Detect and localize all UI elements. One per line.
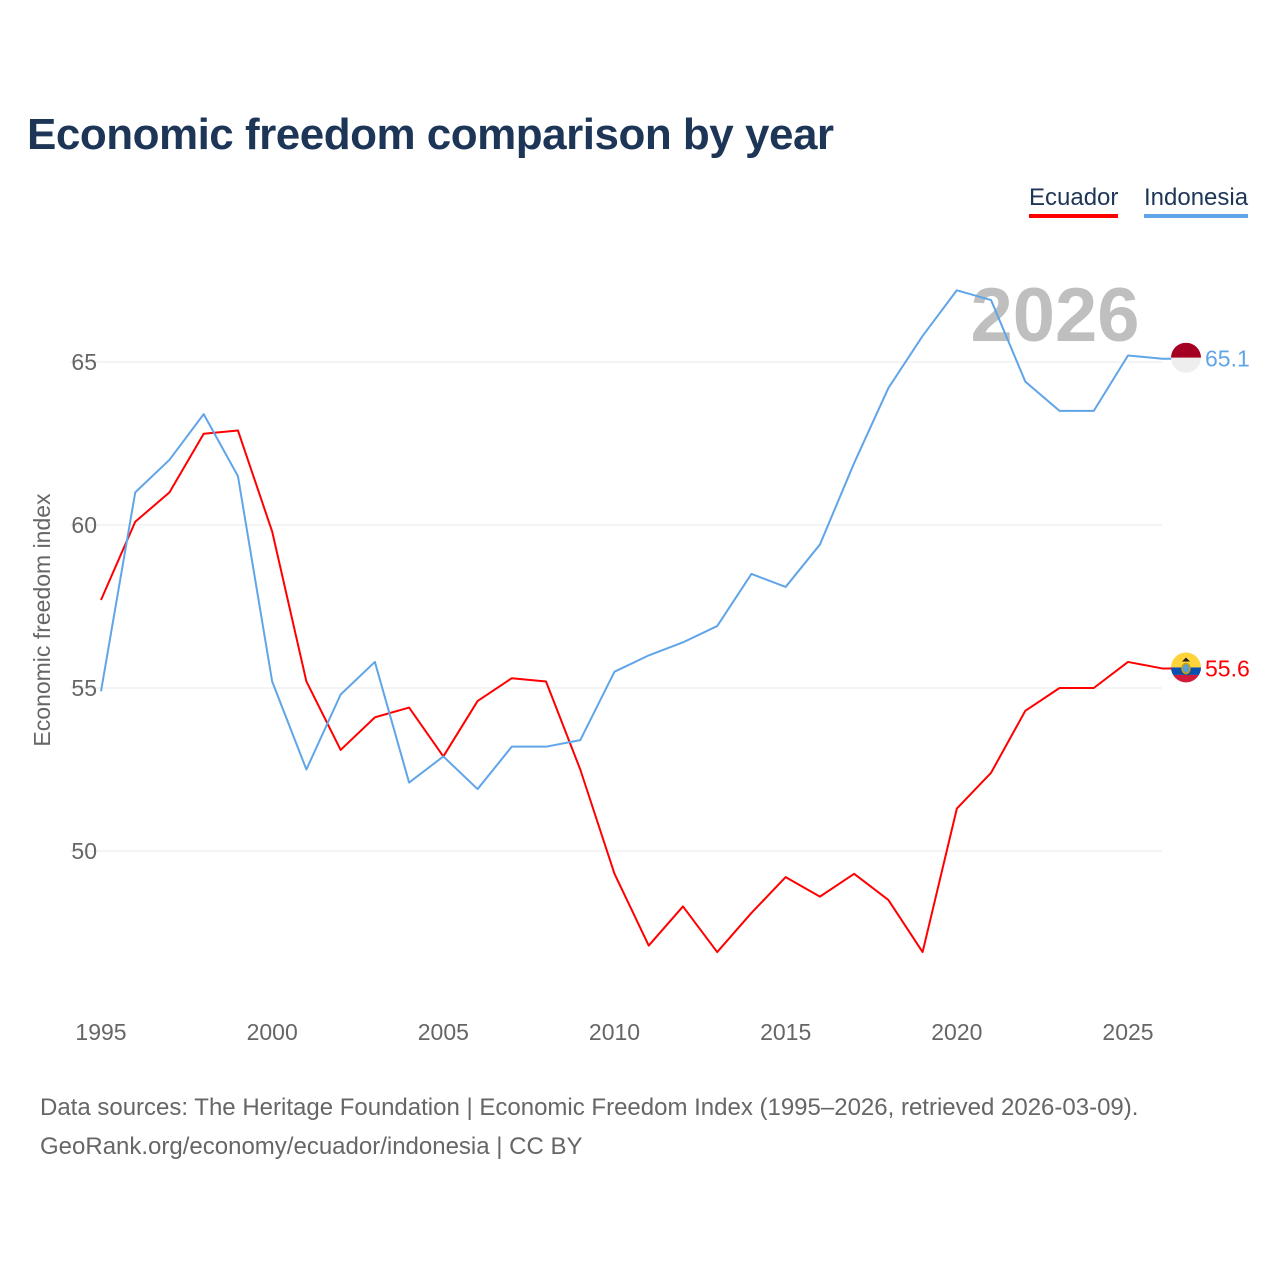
- flag-red-band: [1171, 674, 1201, 683]
- y-axis-label: Economic freedom index: [29, 493, 55, 747]
- y-tick-label: 55: [71, 675, 97, 701]
- series-line-indonesia: [100, 289, 1172, 791]
- flag-emblem: [1181, 662, 1191, 675]
- year-watermark: 2026: [970, 273, 1139, 358]
- legend-indonesia[interactable]: Indonesia: [1144, 184, 1249, 218]
- y-tick-label: 50: [71, 838, 97, 864]
- footer: Data sources: The Heritage Foundation | …: [40, 1088, 1138, 1166]
- footer-url: GeoRank.org/economy/ecuador/indonesia | …: [40, 1133, 583, 1160]
- x-tick-label: 2000: [247, 1019, 298, 1045]
- flag-white-band: [1171, 357, 1201, 373]
- end-value-label: 65.1: [1205, 346, 1250, 372]
- indonesia-flag-icon: [1171, 342, 1201, 373]
- series-line-ecuador: [100, 429, 1172, 954]
- ecuador-flag-icon: [1171, 652, 1201, 683]
- flag-body: [1171, 342, 1201, 373]
- end-value-label: 55.6: [1205, 655, 1250, 681]
- x-tick-label: 2005: [418, 1019, 469, 1045]
- flag-body: [1171, 652, 1201, 683]
- flag-red-band: [1171, 342, 1201, 358]
- x-tick-label: 2020: [931, 1019, 982, 1045]
- flag-condor: [1182, 657, 1190, 662]
- legend-ecuador[interactable]: Ecuador: [1029, 184, 1119, 218]
- x-tick-label: 1995: [75, 1019, 126, 1045]
- x-tick-label: 2015: [760, 1019, 811, 1045]
- y-tick-label: 60: [71, 512, 97, 538]
- chart-title: Economic freedom comparison by year: [27, 110, 834, 159]
- footer-sources: Data sources: The Heritage Foundation | …: [40, 1094, 1139, 1121]
- x-tick-label: 2025: [1102, 1019, 1153, 1045]
- y-tick-label: 65: [71, 349, 97, 375]
- x-tick-label: 2010: [589, 1019, 640, 1045]
